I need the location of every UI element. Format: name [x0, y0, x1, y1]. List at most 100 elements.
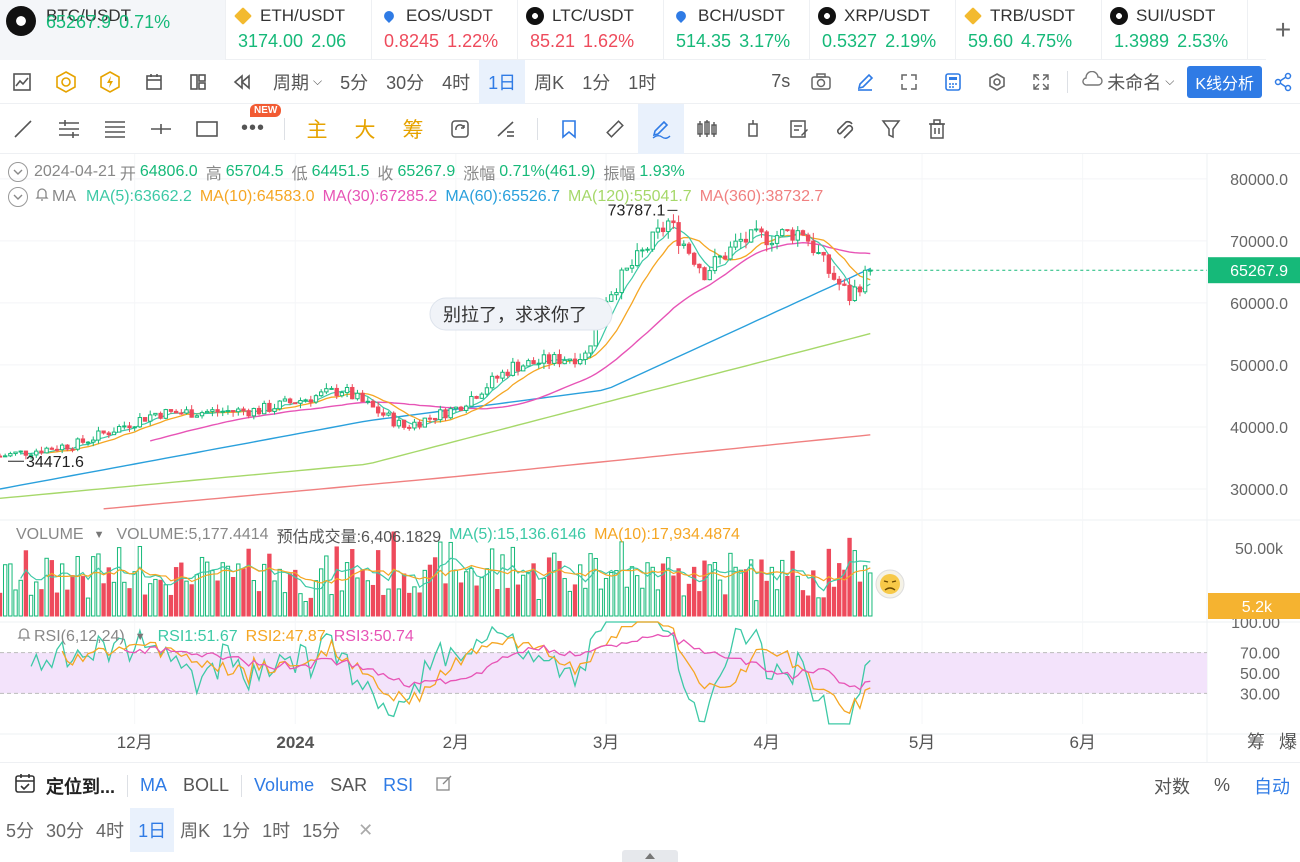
coin-icon[interactable]: [44, 60, 88, 104]
caret-down-icon[interactable]: ▼: [134, 630, 146, 643]
settings-icon[interactable]: [975, 60, 1019, 104]
period-tab[interactable]: 1时: [628, 72, 657, 93]
ruler-icon[interactable]: [592, 104, 638, 154]
volume-bar: [676, 568, 681, 617]
bottom-period-tab[interactable]: 15分: [302, 821, 341, 841]
layout-icon[interactable]: [176, 60, 220, 104]
bottom-period-tab[interactable]: 30分: [46, 821, 85, 841]
indicator-volume[interactable]: Volume: [254, 775, 315, 795]
locate-calendar-icon[interactable]: [14, 772, 36, 799]
bottom-period-tab[interactable]: 1分: [222, 821, 251, 841]
volume-bar: [868, 572, 873, 617]
calculator-icon[interactable]: [931, 60, 975, 104]
axis-side-label[interactable]: 筹: [1247, 732, 1265, 752]
scale-percent-button[interactable]: %: [1213, 775, 1230, 795]
ticker-tab[interactable]: ETH/USDT 3174.00 2.06: [226, 0, 372, 60]
camera-icon[interactable]: [799, 60, 843, 104]
add-ticker-button[interactable]: +: [1266, 0, 1300, 60]
volume-bar: [59, 563, 65, 617]
bell-icon[interactable]: [16, 626, 32, 647]
ticker-change: 4.75%: [1021, 31, 1073, 51]
period-tab[interactable]: 4时: [442, 72, 471, 93]
ticker-tab[interactable]: BTC/USDT 65267.9 0.71%: [0, 0, 226, 60]
note-icon[interactable]: [776, 104, 822, 154]
low-value: 64451.5: [311, 163, 370, 180]
bottom-period-tab[interactable]: 1时: [262, 821, 291, 841]
collapse-icon[interactable]: [8, 162, 28, 182]
ticker-tab[interactable]: SUI/USDT 1.3989 2.53%: [1102, 0, 1248, 60]
single-candle-icon[interactable]: [730, 104, 776, 154]
fullscreen-icon[interactable]: [1019, 60, 1063, 104]
period-tab[interactable]: 30分: [386, 72, 425, 93]
rectangle-icon[interactable]: [184, 104, 230, 154]
candles-icon[interactable]: [684, 104, 730, 154]
volume-bar: [339, 590, 345, 617]
comment-bubble[interactable]: [429, 297, 613, 331]
layout-name-dropdown[interactable]: 未命名 ⌵: [1072, 60, 1183, 104]
period-dropdown[interactable]: 周期 ⌵: [264, 60, 331, 104]
period-tab[interactable]: 周K: [534, 72, 565, 93]
parallel-lines-icon[interactable]: [46, 104, 92, 154]
candle-body: [173, 410, 179, 414]
edit-icon[interactable]: [435, 774, 453, 797]
candle-body: [624, 267, 629, 271]
bottom-period-tab[interactable]: 5分: [6, 821, 35, 841]
panel-handle[interactable]: [622, 850, 678, 862]
axis-side-label[interactable]: 爆: [1279, 732, 1297, 752]
scale-log-button[interactable]: 对数: [1153, 776, 1190, 797]
trend-line-icon[interactable]: [0, 104, 46, 154]
candlestick-chart[interactable]: 80000.0 70000.0 60000.0 50000.0 40000.0 30000…: [0, 154, 1300, 762]
main-indicator-button[interactable]: 主: [306, 118, 328, 142]
ticker-tab[interactable]: XRP/USDT 0.5327 2.19%: [810, 0, 956, 60]
ticker-tab[interactable]: LTC/USDT 85.21 1.62%: [518, 0, 664, 60]
high-price-label: 73787.1: [608, 202, 666, 219]
indicator-ma[interactable]: MA: [140, 775, 168, 795]
indicator-sar[interactable]: SAR: [330, 775, 368, 795]
bottom-period-tab[interactable]: 4时: [96, 821, 125, 841]
close-icon[interactable]: ✕: [358, 819, 374, 840]
period-tab[interactable]: 1日: [479, 59, 526, 104]
big-order-button[interactable]: 大: [354, 118, 376, 142]
ticker-tab[interactable]: EOS/USDT 0.8245 1.22%: [372, 0, 518, 60]
pencil-icon[interactable]: [843, 60, 887, 104]
period-tab[interactable]: 1分: [582, 72, 611, 93]
locate-to-button[interactable]: 定位到...: [46, 776, 116, 797]
indicator-boll[interactable]: BOLL: [183, 775, 230, 795]
more-tools-icon[interactable]: ••• NEW: [230, 103, 282, 154]
collapse-icon[interactable]: [8, 186, 28, 207]
fit-screen-icon[interactable]: [887, 60, 931, 104]
volume-bar: [785, 575, 790, 617]
filter-icon[interactable]: [868, 104, 914, 154]
trash-icon[interactable]: [914, 104, 960, 154]
ticker-tab[interactable]: BCH/USDT 514.35 3.17%: [664, 0, 810, 60]
chips-button[interactable]: 筹: [402, 118, 424, 142]
kline-analysis-button[interactable]: K线分析: [1183, 60, 1266, 104]
magnet-icon[interactable]: [822, 104, 868, 154]
candle-body: [205, 410, 210, 414]
candle-body: [479, 393, 484, 399]
scale-auto-button[interactable]: 自动: [1254, 776, 1290, 797]
refresh-icon[interactable]: [437, 104, 483, 154]
share-icon[interactable]: [1266, 60, 1300, 104]
period-tab[interactable]: 5分: [340, 72, 369, 93]
bookmark-icon[interactable]: [546, 104, 592, 154]
calendar-icon[interactable]: [132, 60, 176, 104]
bottom-period-tab[interactable]: 周K: [180, 821, 211, 841]
indicator-rsi[interactable]: RSI: [383, 775, 414, 795]
measure-icon[interactable]: [483, 104, 529, 154]
change-value: 0.71%(461.9): [499, 163, 596, 180]
ticker-tab[interactable]: TRB/USDT 59.60 4.75%: [956, 0, 1102, 60]
lightning-icon[interactable]: [88, 60, 132, 104]
candle-body: [116, 426, 122, 433]
ticker-symbol: ETH/USDT: [260, 6, 345, 25]
volume-bar: [645, 562, 650, 617]
fib-lines-icon[interactable]: [92, 104, 138, 154]
bottom-period-tab[interactable]: 1日: [130, 808, 175, 852]
caret-down-icon[interactable]: ▼: [93, 529, 105, 541]
horizontal-line-icon[interactable]: [138, 104, 184, 154]
candle-body: [800, 230, 806, 236]
chart-type-icon[interactable]: [0, 60, 44, 104]
replay-icon[interactable]: [220, 60, 264, 104]
bell-icon[interactable]: [34, 186, 50, 207]
draw-mode-icon[interactable]: [638, 103, 684, 154]
